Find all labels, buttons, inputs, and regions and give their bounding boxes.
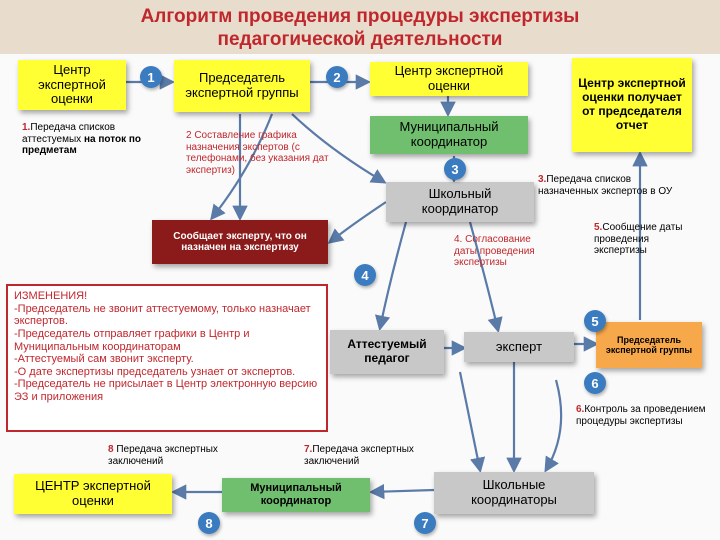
page-title: Алгоритм проведения процедуры экспертизы… xyxy=(0,6,720,52)
node-n6: Сообщает эксперту, что он назначен на эк… xyxy=(152,220,328,264)
step-number-4: 4 xyxy=(354,264,376,286)
step-number-8: 8 xyxy=(198,512,220,534)
step-number-2: 2 xyxy=(326,66,348,88)
annotation-a1: 1.Передача списков аттестуемых на поток … xyxy=(22,122,150,157)
annotation-a6: 6.Контроль за проведением процедуры эксп… xyxy=(576,404,706,427)
annotation-a8: 8 Передача экспертных заключений xyxy=(108,444,258,467)
node-n12: Муниципальный координатор xyxy=(222,478,370,512)
node-n5: Муниципальный координатор xyxy=(370,116,528,154)
step-number-1: 1 xyxy=(140,66,162,88)
node-n3: Центр экспертной оценки xyxy=(370,62,528,96)
node-n13: Школьные координаторы xyxy=(434,472,594,514)
annotation-a3: 3.Передача списков назначенных экспертов… xyxy=(538,174,678,197)
annotation-a2: 2 Составление графика назначения эксперт… xyxy=(186,130,338,176)
node-n4: Центр экспертной оценки получает от пред… xyxy=(572,58,692,152)
step-number-3: 3 xyxy=(444,158,466,180)
node-n10: Председатель экспертной группы xyxy=(596,322,702,368)
node-n14: ИЗМЕНЕНИЯ! -Председатель не звонит аттес… xyxy=(6,284,328,432)
annotation-a5: 5.Сообщение даты проведения экспертизы xyxy=(594,222,698,257)
step-number-7: 7 xyxy=(414,512,436,534)
step-number-5: 5 xyxy=(584,310,606,332)
node-n1: Центр экспертной оценки xyxy=(18,60,126,110)
annotation-a4: 4. Согласование даты проведения эксперти… xyxy=(454,234,540,269)
node-n11: ЦЕНТР экспертной оценки xyxy=(14,474,172,514)
node-n2: Председатель экспертной группы xyxy=(174,60,310,112)
annotation-a7: 7.Передача экспертных заключений xyxy=(304,444,454,467)
node-n9: эксперт xyxy=(464,332,574,362)
step-number-6: 6 xyxy=(584,372,606,394)
node-n7: Школьный координатор xyxy=(386,182,534,222)
node-n8: Аттестуемый педагог xyxy=(330,330,444,374)
